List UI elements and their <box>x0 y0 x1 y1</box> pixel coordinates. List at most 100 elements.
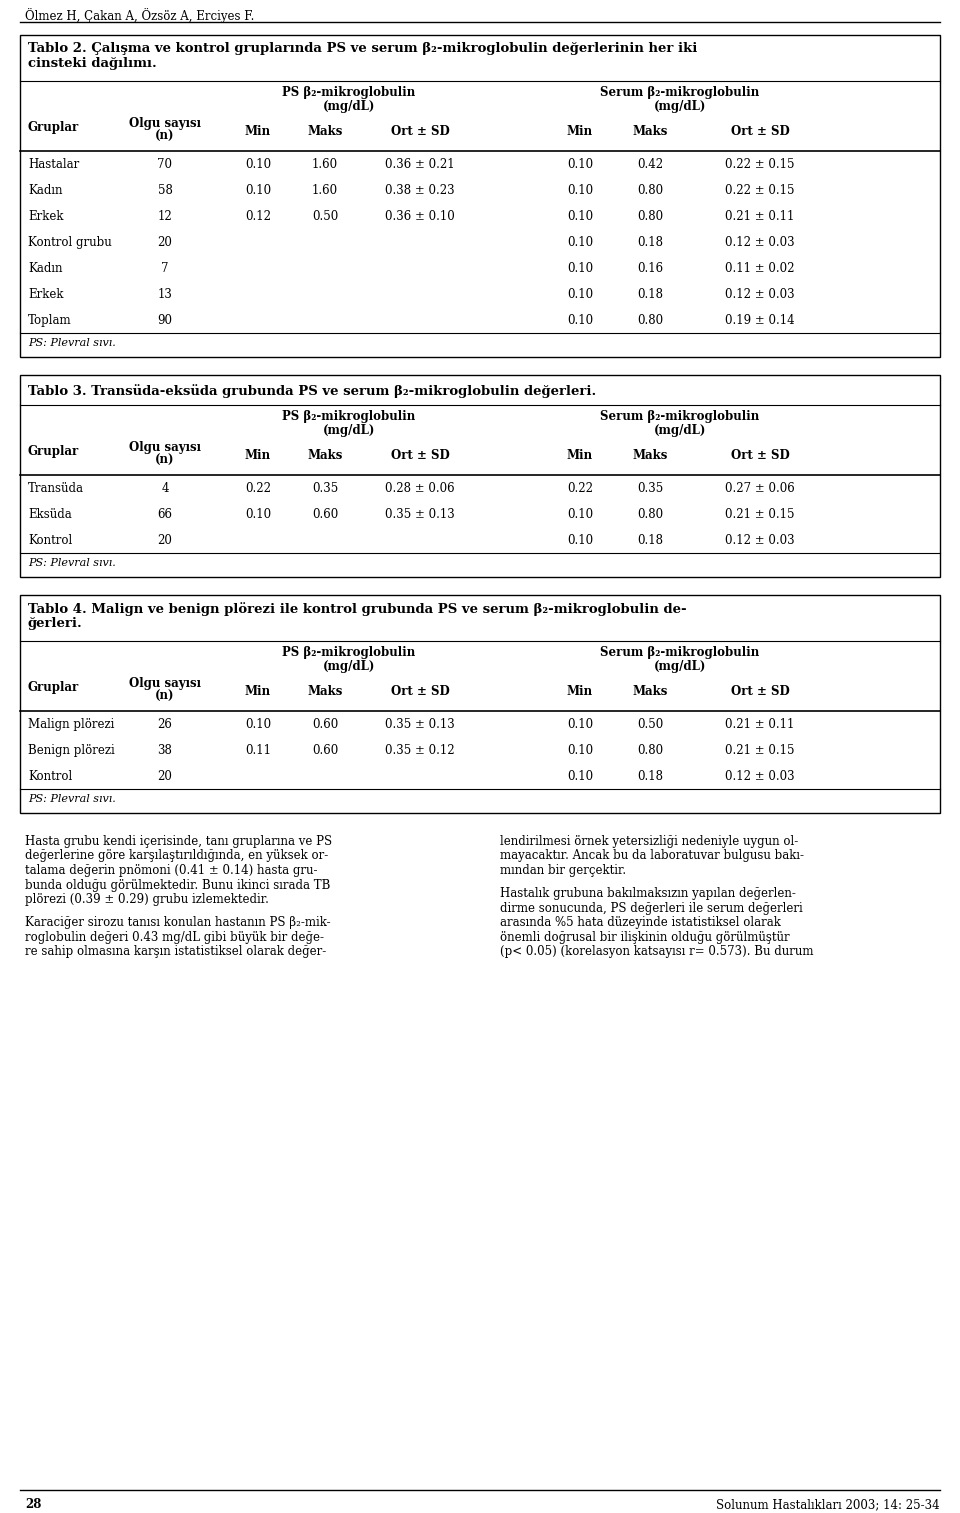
Text: PS: Plevral sıvı.: PS: Plevral sıvı. <box>28 558 116 567</box>
Text: 0.18: 0.18 <box>637 236 663 250</box>
Text: 0.21 ± 0.15: 0.21 ± 0.15 <box>725 508 795 520</box>
Text: Ort ± SD: Ort ± SD <box>731 449 789 461</box>
Text: (n): (n) <box>156 130 175 144</box>
Text: arasında %5 hata düzeyinde istatistiksel olarak: arasında %5 hata düzeyinde istatistiksel… <box>500 917 780 929</box>
Text: 0.60: 0.60 <box>312 744 338 756</box>
Text: roglobulin değeri 0.43 mg/dL gibi büyük bir değe-: roglobulin değeri 0.43 mg/dL gibi büyük … <box>25 930 324 944</box>
Text: (p< 0.05) (korelasyon katsayısı r= 0.573). Bu durum: (p< 0.05) (korelasyon katsayısı r= 0.573… <box>500 946 813 958</box>
Text: önemli doğrusal bir ilişkinin olduğu görülmüştür: önemli doğrusal bir ilişkinin olduğu gör… <box>500 930 790 944</box>
Text: (n): (n) <box>156 690 175 704</box>
Text: Hastalar: Hastalar <box>28 157 80 171</box>
Text: Min: Min <box>567 685 593 697</box>
Text: Tablo 2. Çalışma ve kontrol gruplarında PS ve serum β₂-mikroglobulin değerlerini: Tablo 2. Çalışma ve kontrol gruplarında … <box>28 42 697 54</box>
Text: 20: 20 <box>157 236 173 250</box>
Text: PS: Plevral sıvı.: PS: Plevral sıvı. <box>28 337 116 348</box>
Text: Kadın: Kadın <box>28 185 62 197</box>
Text: Serum β₂-mikroglobulin: Serum β₂-mikroglobulin <box>600 410 759 424</box>
Text: 0.19 ± 0.14: 0.19 ± 0.14 <box>725 315 795 327</box>
Text: (mg/dL): (mg/dL) <box>654 660 707 673</box>
Bar <box>20 35 940 357</box>
Text: Solunum Hastalıkları 2003; 14: 25-34: Solunum Hastalıkları 2003; 14: 25-34 <box>716 1498 940 1511</box>
Text: 7: 7 <box>161 262 169 275</box>
Text: 0.35 ± 0.13: 0.35 ± 0.13 <box>385 508 455 520</box>
Text: 0.10: 0.10 <box>245 185 271 197</box>
Text: 0.38 ± 0.23: 0.38 ± 0.23 <box>385 185 455 197</box>
Text: (mg/dL): (mg/dL) <box>323 100 375 113</box>
Text: plörezi (0.39 ± 0.29) grubu izlemektedir.: plörezi (0.39 ± 0.29) grubu izlemektedir… <box>25 893 269 906</box>
Text: Maks: Maks <box>633 685 668 697</box>
Text: Maks: Maks <box>633 449 668 461</box>
Text: 0.27 ± 0.06: 0.27 ± 0.06 <box>725 483 795 495</box>
Bar <box>20 595 940 812</box>
Text: PS β₂-mikroglobulin: PS β₂-mikroglobulin <box>282 86 416 98</box>
Text: 0.12 ± 0.03: 0.12 ± 0.03 <box>725 770 795 784</box>
Text: 26: 26 <box>157 719 173 731</box>
Text: 0.50: 0.50 <box>636 719 663 731</box>
Text: 38: 38 <box>157 744 173 756</box>
Text: Maks: Maks <box>633 126 668 138</box>
Text: Malign plörezi: Malign plörezi <box>28 719 114 731</box>
Text: 0.10: 0.10 <box>567 770 593 784</box>
Text: Maks: Maks <box>307 685 343 697</box>
Text: (mg/dL): (mg/dL) <box>654 100 707 113</box>
Text: 58: 58 <box>157 185 173 197</box>
Text: Min: Min <box>245 126 271 138</box>
Text: ğerleri.: ğerleri. <box>28 617 83 629</box>
Text: 0.12 ± 0.03: 0.12 ± 0.03 <box>725 236 795 250</box>
Text: 12: 12 <box>157 210 173 222</box>
Text: 0.10: 0.10 <box>567 315 593 327</box>
Text: 20: 20 <box>157 770 173 784</box>
Text: Karaciğer sirozu tanısı konulan hastanın PS β₂-mik-: Karaciğer sirozu tanısı konulan hastanın… <box>25 917 330 929</box>
Text: 0.50: 0.50 <box>312 210 338 222</box>
Text: 0.21 ± 0.11: 0.21 ± 0.11 <box>726 210 795 222</box>
Text: Min: Min <box>567 449 593 461</box>
Text: değerlerine göre karşılaştırıldığında, en yüksek or-: değerlerine göre karşılaştırıldığında, e… <box>25 849 328 862</box>
Text: Erkek: Erkek <box>28 287 63 301</box>
Text: Serum β₂-mikroglobulin: Serum β₂-mikroglobulin <box>600 86 759 98</box>
Text: Ort ± SD: Ort ± SD <box>731 685 789 697</box>
Text: mından bir gerçektir.: mından bir gerçektir. <box>500 864 626 878</box>
Text: 0.18: 0.18 <box>637 534 663 548</box>
Text: 1.60: 1.60 <box>312 185 338 197</box>
Text: (n): (n) <box>156 454 175 468</box>
Text: 0.18: 0.18 <box>637 287 663 301</box>
Text: Gruplar: Gruplar <box>28 121 80 135</box>
Text: 0.10: 0.10 <box>245 157 271 171</box>
Text: Erkek: Erkek <box>28 210 63 222</box>
Text: 0.10: 0.10 <box>567 236 593 250</box>
Text: PS β₂-mikroglobulin: PS β₂-mikroglobulin <box>282 410 416 424</box>
Text: 0.35 ± 0.12: 0.35 ± 0.12 <box>385 744 455 756</box>
Text: 0.12 ± 0.03: 0.12 ± 0.03 <box>725 287 795 301</box>
Text: 0.12 ± 0.03: 0.12 ± 0.03 <box>725 534 795 548</box>
Text: 70: 70 <box>157 157 173 171</box>
Text: 90: 90 <box>157 315 173 327</box>
Text: talama değerin pnömoni (0.41 ± 0.14) hasta gru-: talama değerin pnömoni (0.41 ± 0.14) has… <box>25 864 318 878</box>
Text: 0.16: 0.16 <box>636 262 663 275</box>
Text: Hasta grubu kendi içerisinde, tanı gruplarına ve PS: Hasta grubu kendi içerisinde, tanı grupl… <box>25 835 332 847</box>
Text: 28: 28 <box>25 1498 41 1511</box>
Text: Ort ± SD: Ort ± SD <box>391 126 449 138</box>
Text: 0.60: 0.60 <box>312 508 338 520</box>
Text: bunda olduğu görülmektedir. Bunu ikinci sırada TB: bunda olduğu görülmektedir. Bunu ikinci … <box>25 879 330 891</box>
Text: 0.10: 0.10 <box>245 719 271 731</box>
Text: Ölmez H, Çakan A, Özsöz A, Erciyes F.: Ölmez H, Çakan A, Özsöz A, Erciyes F. <box>25 8 254 23</box>
Text: 0.35 ± 0.13: 0.35 ± 0.13 <box>385 719 455 731</box>
Text: 13: 13 <box>157 287 173 301</box>
Text: lendirilmesi örnek yetersizliği nedeniyle uygun ol-: lendirilmesi örnek yetersizliği nedeniyl… <box>500 835 799 847</box>
Text: Eksüda: Eksüda <box>28 508 72 520</box>
Text: 4: 4 <box>161 483 169 495</box>
Text: Serum β₂-mikroglobulin: Serum β₂-mikroglobulin <box>600 646 759 660</box>
Text: Ort ± SD: Ort ± SD <box>391 685 449 697</box>
Text: 0.80: 0.80 <box>636 315 663 327</box>
Text: (mg/dL): (mg/dL) <box>654 424 707 437</box>
Text: Tablo 4. Malign ve benign plörezi ile kontrol grubunda PS ve serum β₂-mikroglobu: Tablo 4. Malign ve benign plörezi ile ko… <box>28 602 686 616</box>
Text: (mg/dL): (mg/dL) <box>323 424 375 437</box>
Text: Olgu sayısı: Olgu sayısı <box>129 676 201 690</box>
Text: 0.10: 0.10 <box>567 210 593 222</box>
Text: Maks: Maks <box>307 449 343 461</box>
Text: PS: Plevral sıvı.: PS: Plevral sıvı. <box>28 794 116 803</box>
Text: 0.10: 0.10 <box>567 287 593 301</box>
Text: 0.22 ± 0.15: 0.22 ± 0.15 <box>725 185 795 197</box>
Text: Olgu sayısı: Olgu sayısı <box>129 440 201 454</box>
Text: Maks: Maks <box>307 126 343 138</box>
